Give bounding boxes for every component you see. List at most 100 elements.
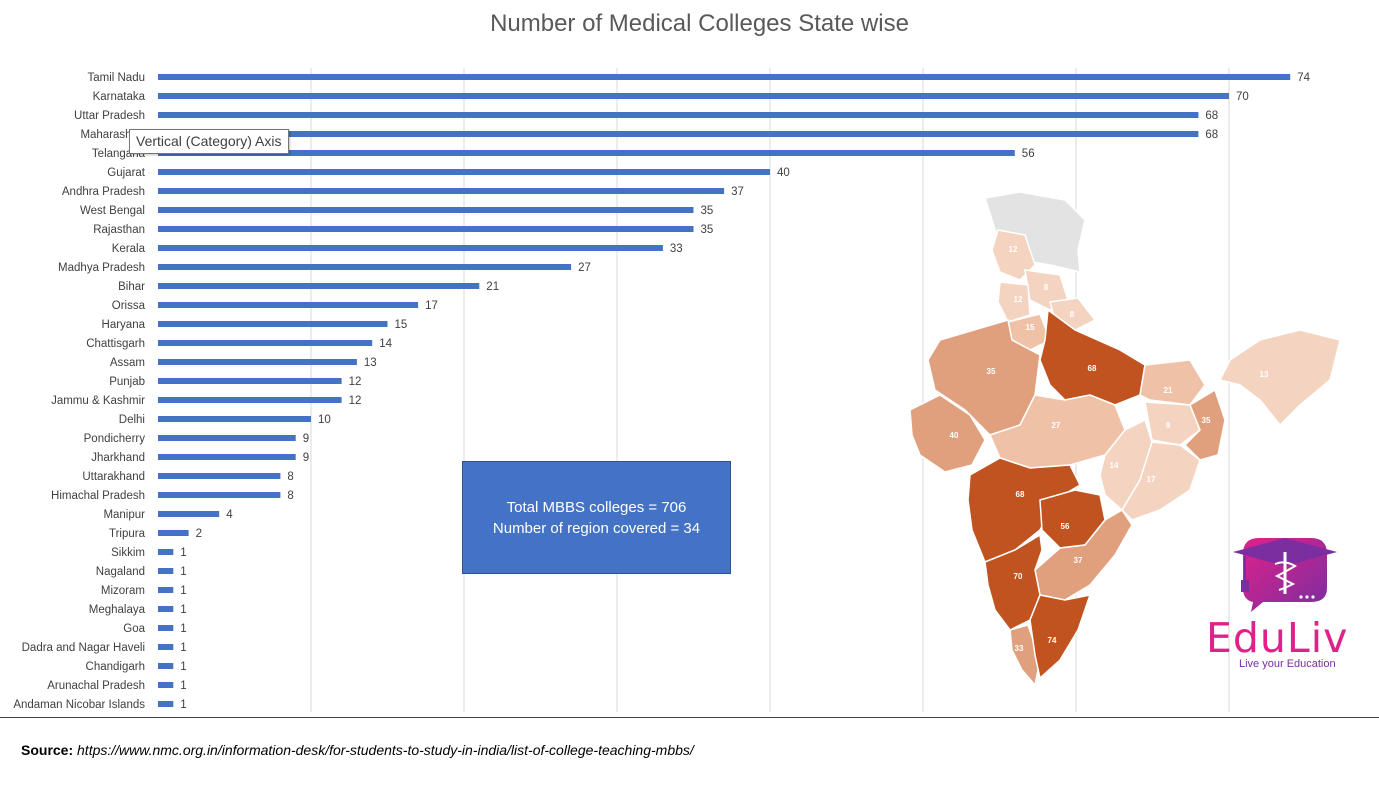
bar[interactable] [158,207,694,213]
value-label: 1 [180,680,186,692]
value-label: 10 [318,414,331,426]
category-label: Chattisgarh [86,338,145,350]
bar[interactable] [158,169,770,175]
category-label: Uttar Pradesh [74,110,145,122]
bar[interactable] [158,682,174,688]
bar[interactable] [158,321,388,327]
category-label: Sikkim [111,547,145,559]
category-label: Meghalaya [89,604,146,616]
bar[interactable] [158,587,174,593]
divider [0,717,1379,718]
bar[interactable] [158,264,572,270]
value-label: 1 [180,642,186,654]
category-label: Karnataka [93,91,146,103]
map-label: 15 [1026,323,1035,332]
map-label: 40 [950,431,959,440]
bar[interactable] [158,663,174,669]
bar[interactable] [158,530,189,536]
bar[interactable] [158,397,342,403]
category-label: Himachal Pradesh [51,490,145,502]
map-label: 35 [987,367,996,376]
map-label: 8 [1044,283,1049,292]
bar[interactable] [158,245,663,251]
source-label: Source: [21,742,74,758]
bar[interactable] [158,74,1291,80]
map-label: 35 [1202,416,1211,425]
map-label: 12 [1014,295,1023,304]
category-label: Haryana [102,319,146,331]
bar[interactable] [158,188,725,194]
map-region-jammu [991,229,1036,281]
bar[interactable] [158,416,311,422]
map-label: 70 [1014,572,1023,581]
bar[interactable] [158,378,342,384]
bar[interactable] [158,625,174,631]
graduation-cap-icon [1233,538,1337,612]
map-label: 12 [1009,245,1018,254]
value-label: 12 [349,395,362,407]
bar[interactable] [158,359,357,365]
category-label: Tripura [109,528,146,540]
category-label: West Bengal [80,205,145,217]
category-label: Delhi [119,414,145,426]
value-label: 9 [303,452,309,464]
bar[interactable] [158,644,174,650]
value-label: 13 [364,357,377,369]
value-label: 4 [226,509,233,521]
bar[interactable] [158,549,174,555]
bar[interactable] [158,226,694,232]
value-label: 1 [180,699,186,711]
summary-total: Total MBBS colleges = 706 [506,498,687,516]
bar[interactable] [158,606,174,612]
bar[interactable] [158,150,1015,156]
chart-title: Number of Medical Colleges State wise [490,10,909,37]
value-label: 12 [349,376,362,388]
bar[interactable] [158,473,281,479]
bar[interactable] [158,340,373,346]
logo-name: EduLiv [1206,614,1349,662]
value-label: 9 [303,433,309,445]
bar[interactable] [158,511,220,517]
source-url[interactable]: https://www.nmc.org.in/information-desk/… [73,742,694,758]
value-label: 35 [701,205,714,217]
value-label: 33 [670,243,683,255]
map-region-orissa [1121,441,1201,521]
value-label: 15 [395,319,408,331]
value-label: 1 [180,661,186,673]
bar[interactable] [158,435,296,441]
category-label: Kerala [112,243,146,255]
bar[interactable] [158,283,480,289]
bar[interactable] [158,701,174,707]
bar[interactable] [158,492,281,498]
value-label: 56 [1022,148,1035,160]
map-label: 14 [1110,461,1119,470]
category-label: Gujarat [107,167,146,179]
map-label: 21 [1164,386,1173,395]
map-label: 56 [1061,522,1070,531]
value-label: 1 [180,604,186,616]
map-region-bihar [1139,359,1206,406]
category-label: Arunachal Pradesh [47,680,145,692]
category-label: Dadra and Nagar Haveli [22,642,145,654]
bar[interactable] [158,454,296,460]
category-label: Orissa [112,300,146,312]
value-label: 68 [1205,110,1218,122]
value-label: 1 [180,566,186,578]
value-label: 1 [180,623,186,635]
summary-box: Total MBBS colleges = 706 Number of regi… [462,461,731,574]
value-label: 2 [196,528,202,540]
map-region-tamilnadu [1029,594,1092,680]
map-label: 33 [1015,644,1024,653]
value-label: 37 [731,186,744,198]
category-label: Bihar [118,281,145,293]
category-label: Jammu & Kashmir [51,395,145,407]
value-label: 8 [287,490,293,502]
map-label: 9 [1166,421,1171,430]
bar[interactable] [158,131,1199,137]
bar[interactable] [158,302,419,308]
bar[interactable] [158,568,174,574]
bar[interactable] [158,112,1199,118]
bar[interactable] [158,93,1229,99]
